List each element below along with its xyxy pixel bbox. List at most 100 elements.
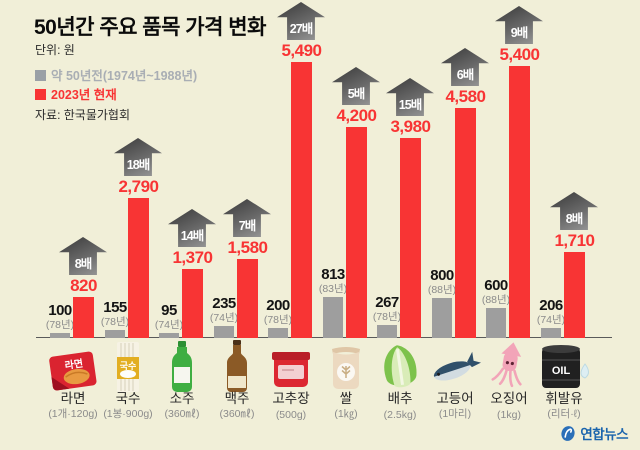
multiplier-label: 8배 — [74, 257, 92, 271]
multiplier-label: 27배 — [289, 22, 313, 36]
page-title: 50년간 주요 품목 가격 변화 — [34, 16, 266, 39]
watermark: 연합뉴스 — [560, 423, 628, 443]
item-name: 맥주 — [224, 391, 250, 406]
old-price-bar — [50, 333, 70, 338]
old-price-year: (83년) — [318, 283, 348, 296]
old-price-bar — [105, 330, 125, 338]
legend-new-swatch — [35, 89, 46, 100]
multiplier-label: 5배 — [347, 87, 365, 101]
gochujang-tub-icon — [263, 340, 319, 394]
legend-new-label: 2023년 현재 — [51, 88, 117, 102]
old-price-block: 600 (88년) — [468, 278, 524, 307]
multiplier-label: 7배 — [238, 219, 256, 233]
old-price-label: 200 — [266, 297, 290, 315]
old-price-year: (88년) — [427, 284, 457, 297]
item-unit: (리터·ℓ) — [547, 408, 581, 420]
item-group-soju: 14배 1,370 95 (74년) 소주 (360㎖) — [154, 0, 216, 450]
noodle-package-icon: 국수 — [100, 340, 156, 394]
current-price-bar — [455, 108, 476, 338]
noodle-package-text: 국수 — [120, 361, 137, 371]
current-price-bar — [564, 252, 585, 338]
item-unit: (360㎖) — [219, 408, 255, 420]
current-price-label: 2,790 — [118, 177, 159, 196]
item-unit: (1마리) — [438, 408, 472, 420]
old-price-bar — [159, 333, 179, 338]
cabbage-icon — [372, 340, 428, 394]
current-price-bar — [128, 198, 149, 338]
multiplier-label: 15배 — [398, 98, 422, 112]
multiplier-label: 6배 — [456, 68, 474, 82]
old-price-bar — [432, 298, 452, 338]
multiplier-label: 8배 — [565, 212, 583, 226]
old-price-bar — [541, 328, 561, 338]
squid-icon — [481, 340, 537, 394]
current-price-bar — [291, 62, 312, 338]
old-price-label: 800 — [430, 267, 454, 285]
current-price-bar — [509, 66, 530, 338]
current-price-label: 1,580 — [227, 238, 268, 257]
old-price-label: 235 — [212, 295, 236, 313]
item-unit: (360㎖) — [164, 408, 200, 420]
old-price-year: (74년) — [154, 319, 184, 332]
item-unit: (1㎏) — [334, 408, 358, 420]
old-price-label: 155 — [103, 299, 127, 317]
current-price-bar — [400, 138, 421, 338]
item-group-gochujang: 27배 5,490 200 (78년) 고추장 (500g) — [263, 0, 325, 450]
legend-old-swatch — [35, 70, 46, 81]
current-price-label: 1,370 — [172, 248, 213, 267]
old-price-bar — [214, 326, 234, 338]
current-price-label: 3,980 — [390, 117, 431, 136]
old-price-year: (74년) — [209, 312, 239, 325]
item-name: 국수 — [115, 391, 141, 406]
multiplier-label: 14배 — [180, 229, 204, 243]
old-price-label: 206 — [539, 297, 563, 315]
multiplier-label: 9배 — [510, 26, 528, 40]
legend-old: 약 50년전(1974년~1988년) — [35, 65, 197, 84]
old-price-bar — [377, 325, 397, 338]
old-price-block: 235 (74년) — [196, 296, 252, 325]
old-price-block: 206 (74년) — [523, 298, 579, 327]
unit-label: 단위: 원 — [35, 43, 75, 57]
old-price-block: 100 (78년) — [32, 303, 88, 332]
legend-new: 2023년 현재 — [35, 84, 117, 103]
current-price-bar — [346, 127, 367, 338]
current-price-label: 4,200 — [336, 106, 377, 125]
old-price-label: 95 — [161, 302, 177, 320]
item-unit: (1kg) — [497, 409, 521, 421]
source-label: 자료: 한국물가협회 — [35, 108, 130, 122]
item-name: 휘발유 — [545, 391, 583, 406]
yonhap-logo-icon — [561, 425, 575, 441]
old-price-block: 267 (78년) — [359, 295, 415, 324]
rice-sack-icon — [318, 340, 374, 394]
old-price-block: 813 (83년) — [305, 267, 361, 296]
item-name: 소주 — [169, 391, 195, 406]
current-price-bar — [73, 297, 94, 338]
old-price-year: (78년) — [372, 311, 402, 324]
old-price-bar — [268, 328, 288, 338]
item-unit: (500g) — [275, 409, 307, 421]
old-price-label: 600 — [484, 277, 508, 295]
soju-bottle-icon — [154, 340, 210, 394]
oil-drum-icon: OIL — [536, 340, 592, 394]
old-price-year: (78년) — [100, 316, 130, 329]
legend-old-label: 약 50년전(1974년~1988년) — [51, 69, 198, 83]
item-unit: (1봉·900g) — [103, 408, 153, 420]
multiplier-arrow-badge: 8배 — [550, 192, 598, 230]
item-unit: (1개·120g) — [48, 408, 98, 420]
item-unit: (2.5kg) — [383, 409, 417, 421]
old-price-bar — [323, 297, 343, 338]
item-group-ramen: 8배 820 100 (78년) 라면 라면 (1개·120g) — [45, 0, 107, 450]
old-price-block: 95 (74년) — [141, 303, 197, 332]
item-group-gasoline: 8배 1,710 206 (74년) OIL 휘발유 (리터·ℓ) — [536, 0, 598, 450]
current-price-label: 5,490 — [281, 41, 322, 60]
item-name: 고추장 — [272, 391, 310, 406]
item-group-rice: 5배 4,200 813 (83년) 쌀 (1㎏) — [318, 0, 380, 450]
old-price-label: 813 — [321, 266, 345, 284]
ramen-package-text: 라면 — [64, 357, 84, 372]
old-price-label: 100 — [48, 302, 72, 320]
old-price-year: (88년) — [481, 294, 511, 307]
old-price-block: 155 (78년) — [87, 300, 143, 329]
item-group-mackerel: 6배 4,580 800 (88년) 고등어 (1마리) — [427, 0, 489, 450]
old-price-year: (74년) — [536, 314, 566, 327]
